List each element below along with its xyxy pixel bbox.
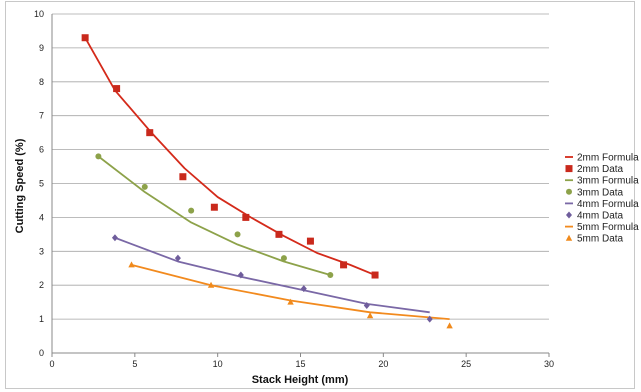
data-point-2mm-data xyxy=(146,129,154,137)
legend-label-4mm-formula: 4mm Formula xyxy=(577,199,639,210)
data-point-3mm-data xyxy=(141,183,148,190)
x-tick-label: 25 xyxy=(461,359,471,369)
legend-label-2mm-formula: 2mm Formula xyxy=(577,153,639,164)
y-tick-label: 10 xyxy=(34,9,44,19)
data-point-3mm-data xyxy=(234,231,241,238)
x-tick-label: 5 xyxy=(132,359,137,369)
legend-label-4mm-data: 4mm Data xyxy=(577,211,624,222)
data-point-2mm-data xyxy=(275,230,283,238)
series-layer xyxy=(81,34,453,329)
series-line-2mm-formula xyxy=(84,37,376,276)
data-point-5mm-data xyxy=(128,261,135,268)
legend-label-2mm-data: 2mm Data xyxy=(577,164,624,175)
y-tick-label: 8 xyxy=(39,77,44,87)
data-point-5mm-data xyxy=(446,322,453,329)
data-point-4mm-data xyxy=(363,302,370,310)
y-tick-label: 0 xyxy=(39,348,44,358)
legend-label-5mm-formula: 5mm Formula xyxy=(577,222,639,233)
legend-swatch-5mm-data xyxy=(565,234,573,241)
data-point-5mm-data xyxy=(207,281,215,288)
y-tick-label: 9 xyxy=(39,43,44,53)
data-point-2mm-data xyxy=(242,213,250,221)
y-tick-label: 7 xyxy=(39,111,44,121)
y-tick-label: 4 xyxy=(39,212,44,222)
y-tick-label: 6 xyxy=(39,145,44,155)
legend-swatch-4mm-data xyxy=(566,211,572,219)
y-tick-label: 1 xyxy=(39,314,44,324)
data-point-3mm-data xyxy=(95,153,102,160)
series-line-4mm-formula xyxy=(114,236,430,314)
data-point-3mm-data xyxy=(327,272,334,279)
x-tick-label: 15 xyxy=(295,359,305,369)
legend-label-3mm-data: 3mm Data xyxy=(577,187,624,198)
legend-label-5mm-data: 5mm Data xyxy=(577,234,624,245)
y-tick-label: 3 xyxy=(39,246,44,256)
legend-swatch-2mm-data xyxy=(565,165,573,173)
x-tick-label: 0 xyxy=(49,359,54,369)
data-point-5mm-data xyxy=(287,298,294,305)
y-tick-label: 2 xyxy=(39,280,44,290)
axes-layer: 0 1 2 3 4 5 6 7 8 9 10 0 5 10 15 20 25 30 xyxy=(34,9,554,369)
legend-swatch-3mm-data xyxy=(566,188,572,195)
data-point-2mm-data xyxy=(81,34,89,42)
data-point-2mm-data xyxy=(179,173,187,181)
x-tick-label: 30 xyxy=(544,359,554,369)
data-point-5mm-data xyxy=(366,312,374,319)
chart-frame xyxy=(5,1,635,389)
series-line-5mm-formula xyxy=(131,263,450,320)
y-axis-title: Cutting Speed (%) xyxy=(14,138,26,233)
data-point-3mm-data xyxy=(188,207,195,214)
x-tick-label: 10 xyxy=(213,359,223,369)
data-point-2mm-data xyxy=(306,237,314,245)
x-tick-label: 20 xyxy=(378,359,388,369)
series-line-3mm-formula xyxy=(97,155,331,276)
data-point-4mm-data xyxy=(237,271,244,279)
data-point-2mm-data xyxy=(113,85,121,93)
x-axis-title: Stack Height (mm) xyxy=(252,374,349,386)
data-point-4mm-data xyxy=(111,234,118,242)
y-tick-label: 5 xyxy=(39,179,44,189)
data-point-2mm-data xyxy=(340,261,348,269)
legend-label-3mm-formula: 3mm Formula xyxy=(577,176,639,187)
data-point-4mm-data xyxy=(426,315,433,323)
data-point-2mm-data xyxy=(371,271,379,279)
data-point-4mm-data xyxy=(300,285,307,293)
data-point-3mm-data xyxy=(280,255,287,262)
data-point-4mm-data xyxy=(174,254,181,262)
data-point-2mm-data xyxy=(210,203,218,211)
